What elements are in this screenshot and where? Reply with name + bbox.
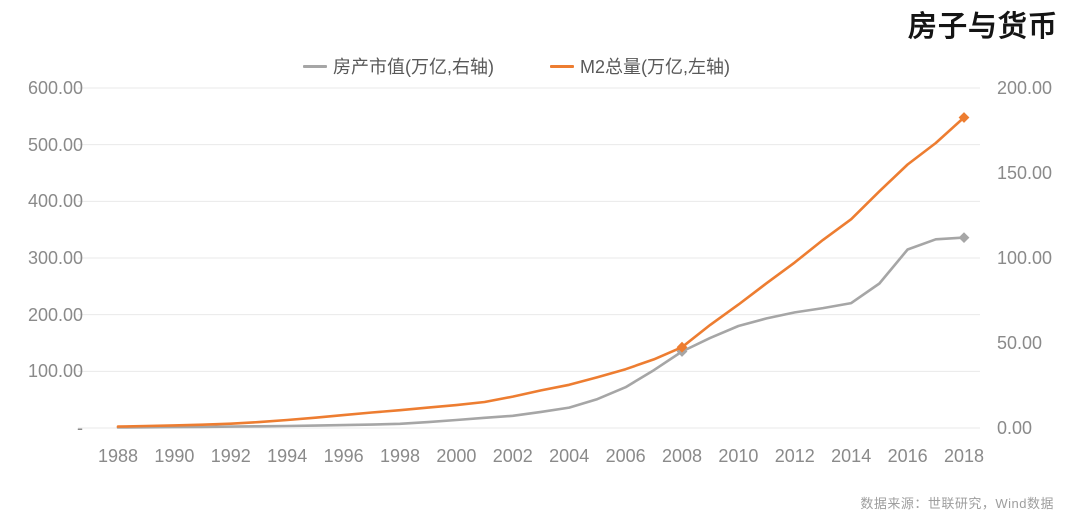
x-axis-tick: 1998 xyxy=(379,446,421,466)
x-axis-tick: 1990 xyxy=(154,446,195,466)
source-note: 数据来源：世联研究，Wind数据 xyxy=(860,496,1054,511)
x-axis-tick: 2012 xyxy=(774,446,815,466)
x-axis-tick: 1988 xyxy=(97,446,139,466)
left-axis-tick: 500.00 xyxy=(27,134,83,155)
diamond-marker-2018 xyxy=(958,112,970,123)
x-axis-tick: 1994 xyxy=(267,446,308,466)
chart-title: 房子与货币 xyxy=(907,11,1058,43)
x-axis-tick: 2014 xyxy=(831,446,872,466)
right-axis-tick: 200.00 xyxy=(997,78,1053,98)
x-axis-tick: 2016 xyxy=(887,446,928,466)
legend-label-m2-total: M2总量(万亿,左轴) xyxy=(580,57,730,77)
x-axis-tick: 2010 xyxy=(718,446,759,466)
x-axis-tick: 2006 xyxy=(605,446,646,466)
legend-item-m2-total: M2总量(万亿,左轴) xyxy=(550,53,730,79)
left-axis-tick: 200.00 xyxy=(27,304,83,325)
legend-line-swatch-orange xyxy=(550,64,574,68)
right-axis-tick: 100.00 xyxy=(997,248,1053,268)
left-axis-tick: 600.00 xyxy=(27,78,83,98)
left-axis-tick: 100.00 xyxy=(27,361,83,382)
x-axis-tick: 2018 xyxy=(943,446,985,466)
x-axis-tick: 2008 xyxy=(661,446,703,466)
x-axis-tick: 1996 xyxy=(323,446,364,466)
right-axis-tick: 150.00 xyxy=(997,163,1053,183)
left-axis-tick: 400.00 xyxy=(27,191,83,212)
x-axis-tick: 2004 xyxy=(549,446,590,466)
legend-line-swatch-gray xyxy=(303,64,327,68)
diamond-marker-2008 xyxy=(676,341,688,353)
right-axis-tick: 0.00 xyxy=(997,418,1033,438)
diamond-marker-2018 xyxy=(958,232,970,243)
series-line-m2-total xyxy=(116,116,966,428)
series-line-property-value xyxy=(116,236,966,429)
left-axis-tick: - xyxy=(77,418,83,438)
left-axis-tick: 300.00 xyxy=(27,248,83,268)
right-axis-tick: 50.00 xyxy=(997,333,1043,353)
x-axis-tick: 2002 xyxy=(492,446,533,466)
legend-label-property-value: 房产市值(万亿,右轴) xyxy=(333,57,494,77)
legend-item-property-value: 房产市值(万亿,右轴) xyxy=(303,53,494,79)
legend: 房产市值(万亿,右轴) M2总量(万亿,左轴) xyxy=(303,54,730,78)
x-axis-tick: 2000 xyxy=(436,446,477,466)
x-axis-tick: 1992 xyxy=(210,446,251,466)
